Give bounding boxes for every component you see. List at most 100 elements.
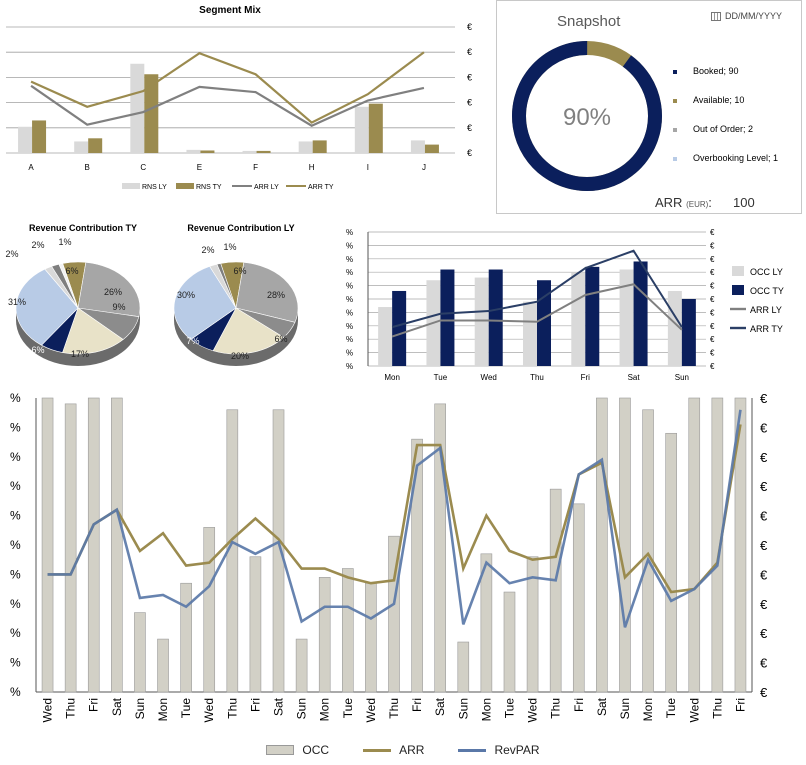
right-axis-tick: €	[710, 322, 715, 331]
left-axis-tick: %	[10, 538, 21, 552]
pie-slice-label: 30%	[177, 290, 195, 300]
right-axis-tick: €	[710, 255, 715, 264]
bar-rns-ly	[410, 140, 425, 153]
left-axis-tick: %	[346, 335, 353, 344]
bar-rns-ty	[200, 150, 215, 153]
bar-occ	[41, 397, 54, 693]
right-axis-tick: €	[760, 597, 768, 612]
calendar-icon	[711, 11, 721, 21]
right-axis-tick: €	[760, 450, 768, 465]
pie-slice-label: 6%	[274, 334, 287, 344]
right-axis-tick: €	[760, 420, 768, 435]
left-axis-tick: %	[10, 567, 21, 581]
date-picker[interactable]: DD/MM/YYYY	[711, 11, 782, 21]
legend-swatch	[176, 183, 194, 189]
x-tick-label: Thu	[710, 698, 724, 719]
left-axis-tick: %	[10, 509, 21, 523]
x-tick-label: B	[85, 163, 90, 172]
pie-slice-label: 6%	[233, 266, 246, 276]
right-axis-tick: €	[760, 656, 768, 671]
x-tick-label: Tue	[502, 698, 516, 719]
right-axis-tick: €	[760, 538, 768, 553]
legend-arr-swatch	[363, 748, 392, 752]
line-arr-ly	[30, 84, 425, 127]
legend-swatch	[122, 183, 140, 189]
bar-rns-ly	[130, 63, 145, 153]
pie-slice	[77, 262, 141, 318]
right-axis-tick: €	[710, 295, 715, 304]
bar-occ	[596, 397, 608, 693]
legend-revpar-swatch	[458, 748, 487, 752]
right-axis-tick: €	[760, 567, 768, 582]
pie-slice	[62, 307, 124, 355]
pie-slice-label: 2%	[201, 245, 214, 255]
bar-occ	[734, 397, 747, 693]
arr-unit: (EUR)	[686, 200, 709, 209]
bar-rns-ly	[74, 141, 89, 153]
x-tick-label: Sat	[110, 697, 124, 716]
left-axis-tick: %	[10, 626, 21, 640]
pie-slice	[173, 265, 237, 340]
left-axis-tick: %	[346, 308, 353, 317]
line-arr-ty	[30, 51, 425, 124]
arr-label: ARR (EUR):	[655, 195, 712, 210]
right-axis-tick: €	[710, 268, 715, 277]
x-tick-label: Sat	[433, 697, 447, 716]
line-series	[391, 249, 683, 329]
legend-occ: OCC	[266, 743, 329, 757]
bar-occ	[642, 409, 654, 693]
pie-slice-label: 26%	[104, 287, 122, 297]
bar-occ	[180, 582, 192, 693]
bar-rns-ty	[312, 140, 327, 153]
legend-occ-swatch	[266, 745, 295, 755]
bar-occ	[572, 503, 585, 693]
x-tick-label: I	[367, 163, 369, 172]
bar-occ	[64, 403, 77, 693]
right-axis-tick: €	[467, 72, 472, 82]
bar-occ	[111, 397, 123, 693]
line-revpar	[47, 409, 742, 628]
pie-slice-label: 20%	[231, 351, 249, 361]
bar-occ	[434, 403, 446, 693]
right-axis-tick: €	[467, 22, 472, 32]
x-tick-label: Mon	[384, 373, 400, 382]
x-tick-label: Wed	[481, 373, 497, 382]
x-tick-label: Fri	[733, 698, 747, 712]
bar-occ	[318, 577, 331, 693]
pie-slice	[235, 262, 299, 323]
bar-occ	[549, 488, 562, 693]
x-tick-label: J	[422, 163, 426, 172]
bar-occ-ty	[440, 269, 455, 366]
x-tick-label: A	[28, 163, 34, 172]
bar-occ-ty	[392, 290, 407, 366]
right-axis-tick: €	[710, 335, 715, 344]
bar-occ-ty	[633, 261, 648, 366]
segment-mix-chart: Segment Mix € € € € € € A B C E F H I J RNS LY RNS TY ARR…	[6, 5, 472, 191]
x-tick-label: Tue	[179, 698, 193, 719]
x-tick-label: Sat	[272, 697, 286, 716]
bar-occ	[688, 397, 701, 693]
bar-occ	[503, 591, 516, 693]
bar-rns-ty	[32, 120, 47, 153]
right-axis-tick: €	[467, 98, 472, 108]
legend-occ-label: OCC	[302, 743, 330, 757]
x-tick-label: Tue	[434, 373, 448, 382]
left-axis-tick: %	[346, 241, 353, 250]
bar-rns-ly	[354, 106, 369, 153]
left-axis-tick: %	[10, 391, 21, 405]
bar-rns-ty	[256, 150, 271, 153]
x-tick-label: Sat	[628, 373, 641, 382]
snapshot-donut: 90% Booked; 90 Available; 10 Out of Order; …	[512, 41, 778, 191]
pie-slice	[58, 263, 79, 309]
x-tick-label: Tue	[664, 698, 678, 719]
right-axis-tick: €	[710, 362, 715, 371]
x-tick-label: F	[253, 163, 258, 172]
right-axis-tick: €	[760, 479, 768, 494]
arr-value: 100	[733, 195, 755, 210]
bar-occ	[249, 556, 262, 693]
bar-occ-ly	[571, 272, 586, 366]
x-tick-label: Sun	[133, 698, 147, 719]
x-tick-label: Fri	[248, 698, 262, 712]
legend-label: Overbooking Level; 1	[693, 153, 778, 163]
snapshot-title: Snapshot	[557, 13, 621, 30]
